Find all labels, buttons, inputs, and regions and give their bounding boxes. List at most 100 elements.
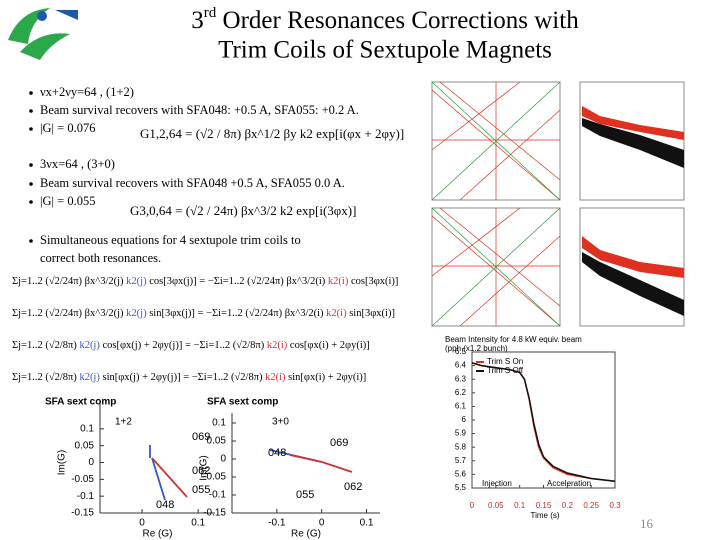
- annotation: Injection: [482, 479, 512, 488]
- bullet-text: |G| = 0.055: [40, 194, 95, 208]
- plot-title: SFA sext comp: [207, 397, 278, 408]
- point-label: 048: [268, 447, 286, 459]
- y-tick-label: -0.05: [203, 472, 226, 483]
- y-tick-label: 0.05: [75, 440, 95, 451]
- equation-part: k2(i): [328, 276, 349, 287]
- equation-part: k2(i): [326, 308, 347, 319]
- x-tick-label: 0: [319, 518, 325, 529]
- bullet-text: correct both resonances.: [40, 251, 161, 265]
- annotation: Acceleration: [547, 479, 591, 488]
- x-tick-label: 0.1: [360, 518, 374, 529]
- bullet-text: νx+2νy=64 , (1+2): [40, 85, 134, 99]
- y-tick-label: 6: [462, 415, 467, 424]
- title-line: 3rd Order Resonances Corrections with: [191, 5, 579, 33]
- formula: G1,2,64 = (√2 / 8π) βx^1/2 βy k2 exp[i(φ…: [140, 126, 404, 141]
- equation-part: sin[φx(i) + 2φy(i)]: [286, 372, 367, 383]
- y-axis-label: Im(G): [57, 450, 68, 476]
- y-tick-label: -0.15: [71, 508, 94, 519]
- y-tick-label: 6.2: [455, 388, 467, 397]
- y-tick-label: 0: [220, 454, 226, 465]
- title-line: Trim Coils of Sextupole Magnets: [218, 37, 552, 64]
- x-tick-label: 0.25: [583, 501, 599, 510]
- equation-part: k2(i): [267, 340, 288, 351]
- point-label: 055: [192, 484, 210, 496]
- y-tick-label: 6.3: [455, 374, 467, 383]
- vector-arrow: [151, 457, 166, 501]
- point-label: 062: [344, 481, 362, 493]
- x-tick-label: 0.1: [191, 518, 205, 529]
- y-tick-label: 6.5: [455, 347, 467, 356]
- equation-part: sin[3φx(i)]: [347, 308, 395, 319]
- bullet-dot: [29, 239, 33, 243]
- equation-part: Σj=1..2 (√2/24π) βx^3/2(j): [12, 307, 126, 319]
- formula: G3,0,64 = (√2 / 24π) βx^3/2 k2 exp[i(3φx…: [130, 203, 356, 218]
- y-tick-label: 0: [88, 457, 94, 468]
- tune-diagrams: [431, 81, 561, 327]
- y-tick-label: -0.05: [71, 474, 94, 485]
- equation-part: k2(j): [79, 340, 100, 351]
- beam-survival-plots: [579, 81, 685, 327]
- x-tick-label: 0.05: [488, 501, 504, 510]
- y-tick-label: -0.15: [203, 508, 226, 519]
- y-tick-label: 6.4: [455, 361, 467, 370]
- x-axis-label: Re (G): [291, 529, 321, 540]
- y-tick-label: 0.05: [207, 436, 227, 447]
- bullet-dot: [29, 182, 33, 186]
- point-label: 069: [330, 437, 348, 449]
- plot-tag: 3+0: [272, 417, 289, 428]
- bullet-dot: [29, 91, 33, 95]
- y-tick-label: 5.8: [455, 442, 467, 451]
- x-tick-label: -0.1: [268, 518, 286, 529]
- x-tick-label: 0: [139, 518, 145, 529]
- y-tick-label: 0.1: [212, 418, 226, 429]
- x-axis-label: Re (G): [143, 529, 173, 540]
- series-line: [471, 362, 616, 482]
- bullet-dot: [29, 200, 33, 204]
- y-tick-label: -0.1: [209, 490, 227, 501]
- plot-tag: 1+2: [115, 417, 132, 428]
- equation: Σj=1..2 (√2/8π) k2(j) sin[φx(j) + 2φy(j)…: [12, 371, 366, 383]
- plot-title: Beam Intensity for 4.8 kW equiv. beam: [445, 335, 582, 344]
- bullet-text: Beam survival recovers with SFA048: +0.5…: [40, 103, 359, 117]
- equation-part: cos[3φx(j)] = −Σi=1..2 (√2/24π) βx^3/2(i…: [147, 275, 328, 287]
- bullet-dot: [29, 127, 33, 131]
- y-axis-label: Im(G): [199, 455, 210, 481]
- equation-part: k2(i): [265, 372, 286, 383]
- x-tick-label: 0.15: [536, 501, 552, 510]
- equation-part: k2(j): [126, 276, 147, 287]
- point-label: 055: [296, 489, 314, 501]
- equation: Σj=1..2 (√2/24π) βx^3/2(j) k2(j) sin[3φx…: [12, 307, 395, 319]
- x-tick-label: 0: [470, 501, 475, 510]
- x-axis-label: Time (s): [530, 511, 559, 520]
- bullet-text: Beam survival recovers with SFA048 +0.5 …: [40, 176, 345, 190]
- series-line: [471, 362, 616, 482]
- bullet-dot: [29, 163, 33, 167]
- point-label: 048: [156, 499, 174, 511]
- y-tick-label: 5.6: [455, 470, 467, 479]
- logo: [8, 8, 78, 60]
- equation-part: cos[3φx(i)]: [348, 276, 398, 287]
- equation-part: sin[φx(j) + 2φy(j)] = −Σi=1..2 (√2/8π): [100, 371, 265, 383]
- equation-part: cos[φx(i) + 2φy(i)]: [287, 340, 369, 351]
- bullet-text: 3νx=64 , (3+0): [40, 157, 115, 171]
- equation-part: sin[3φx(j)] = −Σi=1..2 (√2/24π) βx^3/2(i…: [147, 307, 327, 319]
- y-tick-label: 5.5: [455, 483, 467, 492]
- equation-part: Σj=1..2 (√2/8π): [12, 339, 79, 351]
- x-tick-label: 0.1: [514, 501, 526, 510]
- y-tick-label: 6.1: [455, 402, 467, 411]
- legend-label: Trim S Off: [487, 366, 524, 375]
- x-tick-label: 0.3: [609, 501, 621, 510]
- equation: Σj=1..2 (√2/24π) βx^3/2(j) k2(j) cos[3φx…: [12, 275, 398, 287]
- equation-part: k2(j): [126, 308, 147, 319]
- equation-part: Σj=1..2 (√2/24π) βx^3/2(j): [12, 275, 126, 287]
- equation-part: k2(j): [79, 372, 100, 383]
- page-number: 16: [640, 516, 654, 531]
- y-tick-label: 0.1: [80, 423, 94, 434]
- equation: Σj=1..2 (√2/8π) k2(j) cos[φx(j) + 2φy(j)…: [12, 339, 370, 351]
- x-tick-label: 0.2: [562, 501, 574, 510]
- point-label: 069: [192, 431, 210, 443]
- point-label: 062: [192, 465, 210, 477]
- y-tick-label: 5.7: [455, 456, 467, 465]
- bullet-text: Simultaneous equations for 4 sextupole t…: [40, 233, 301, 247]
- vector-arrow: [321, 461, 353, 473]
